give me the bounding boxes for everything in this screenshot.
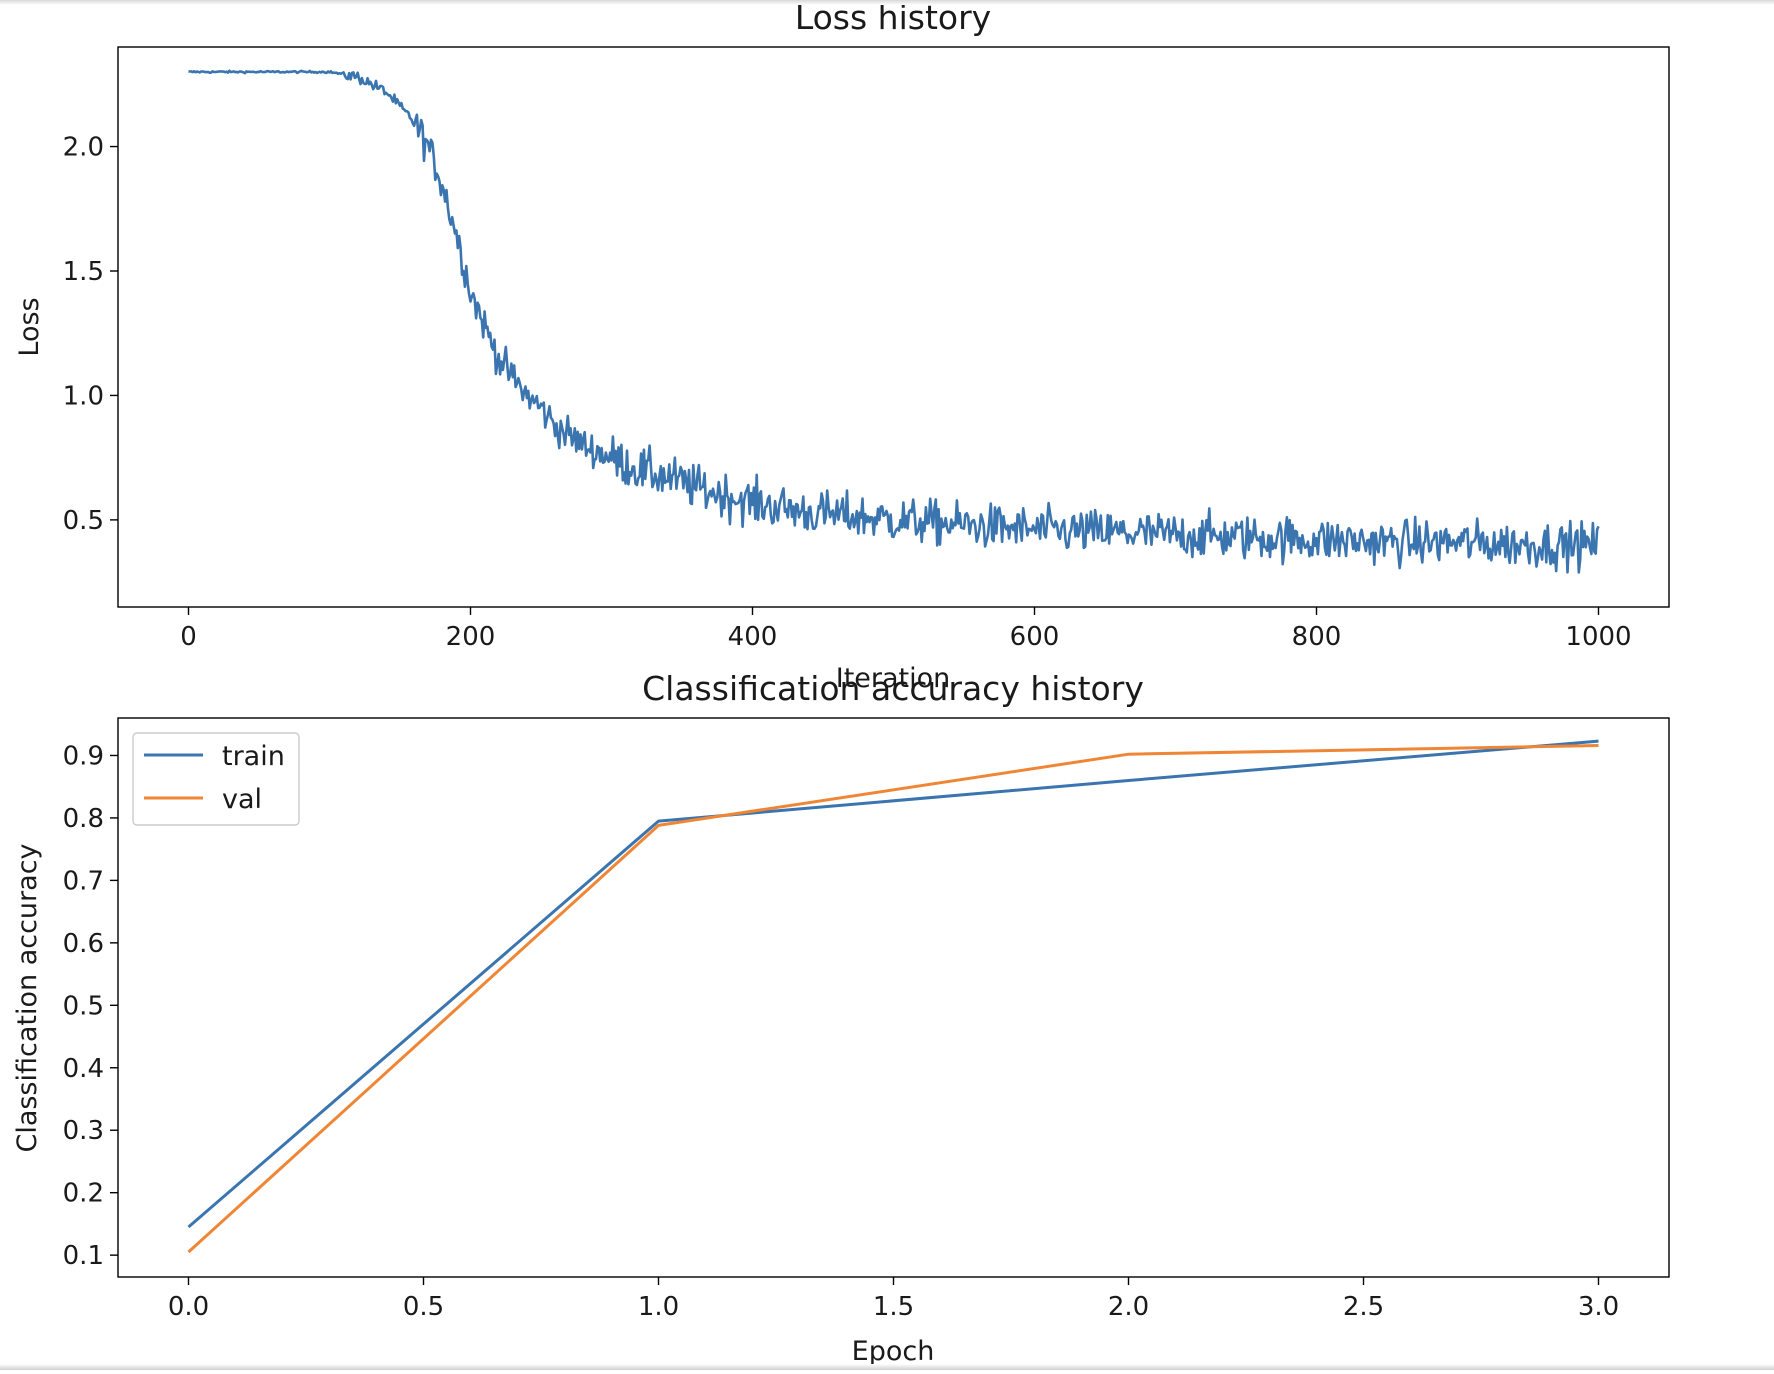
x-tick-label: 0: [180, 622, 197, 652]
x-tick-label: 1.5: [873, 1292, 914, 1322]
plot-area: [187, 739, 1599, 1254]
x-tick-label: 2.0: [1108, 1292, 1149, 1322]
x-tick-label: 800: [1292, 622, 1342, 652]
x-tick-label: 3.0: [1578, 1292, 1619, 1322]
series-line-val: [187, 744, 1599, 1254]
x-tick-label: 0.0: [168, 1292, 209, 1322]
plot-area: [188, 69, 1600, 574]
accuracy-chart: Classification accuracy history 0.0 0.5 1.…: [12, 669, 1670, 1367]
x-axis: 0.0 0.5 1.0 1.5 2.0 2.5 3.0: [168, 1277, 1619, 1322]
y-tick-label: 0.6: [63, 929, 104, 959]
y-axis-label: Loss: [14, 297, 45, 356]
series-line-train: [187, 739, 1599, 1229]
y-tick-label: 0.1: [63, 1241, 104, 1271]
x-tick-label: 600: [1010, 622, 1060, 652]
bottom-edge: [0, 1364, 1774, 1370]
loss-chart: Loss history 0 200 400 600 800 1000 0.5 1.0 1.5…: [14, 0, 1670, 694]
y-axis: 0.5 1.0 1.5 2.0: [63, 133, 118, 536]
y-axis: 0.1 0.2 0.3 0.4 0.5 0.6 0.7 0.8 0.9: [63, 741, 118, 1271]
y-axis-label: Classification accuracy: [12, 843, 43, 1152]
x-tick-label: 1000: [1565, 622, 1631, 652]
y-tick-label: 0.7: [63, 866, 104, 896]
chart-title: Loss history: [795, 0, 991, 37]
x-axis-label: Iteration: [836, 663, 951, 694]
y-tick-label: 1.0: [63, 381, 104, 411]
x-axis: 0 200 400 600 800 1000: [180, 607, 1632, 652]
axes-frame: [117, 46, 1670, 608]
y-tick-label: 0.5: [63, 991, 104, 1021]
legend-label-val: val: [222, 784, 262, 815]
x-axis-label: Epoch: [852, 1336, 935, 1367]
y-tick-label: 0.2: [63, 1179, 104, 1209]
legend: train val: [132, 732, 300, 826]
top-edge: [0, 0, 1774, 5]
x-tick-label: 1.0: [638, 1292, 679, 1322]
x-tick-label: 400: [728, 622, 778, 652]
x-tick-label: 0.5: [403, 1292, 444, 1322]
x-tick-label: 200: [446, 622, 496, 652]
y-tick-label: 2.0: [63, 133, 104, 163]
y-tick-label: 1.5: [63, 257, 104, 287]
x-tick-label: 2.5: [1343, 1292, 1384, 1322]
y-tick-label: 0.4: [63, 1054, 104, 1084]
y-tick-label: 0.5: [63, 506, 104, 536]
chart-title: Classification accuracy history: [642, 669, 1144, 708]
y-tick-label: 0.3: [63, 1116, 104, 1146]
legend-label-train: train: [222, 741, 285, 772]
y-tick-label: 0.8: [63, 804, 104, 834]
loss-series-line: [188, 69, 1600, 574]
y-tick-label: 0.9: [63, 741, 104, 771]
